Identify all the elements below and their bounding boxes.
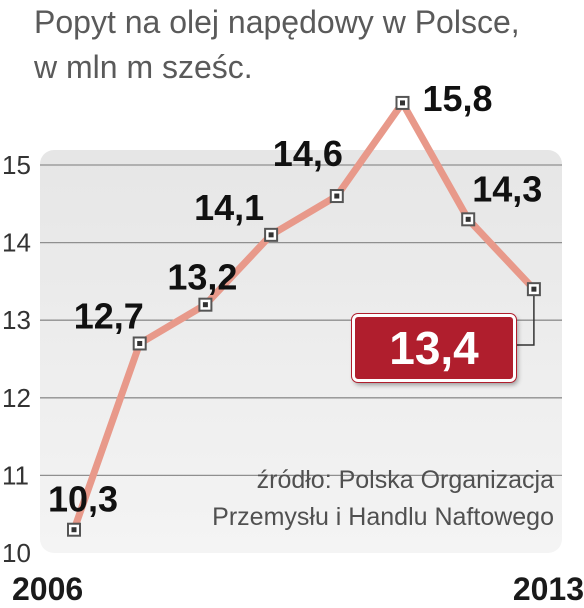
y-tick-label-12: 12 <box>2 383 31 413</box>
y-tick-label-10: 10 <box>2 538 31 568</box>
data-point-core-2011 <box>400 100 405 106</box>
source-line-1: źródło: Polska Organizacja <box>256 466 554 494</box>
data-point-core-2013 <box>531 286 537 292</box>
source-note: źródło: Polska Organizacja Przemysłu i H… <box>212 462 554 536</box>
y-tick-label-14: 14 <box>2 228 31 258</box>
data-label-2008: 13,2 <box>167 257 237 298</box>
y-tick-label-13: 13 <box>2 305 31 335</box>
data-point-core-2006 <box>71 527 77 533</box>
data-point-core-2012 <box>465 216 471 222</box>
x-tick-label-last: 2013 <box>513 571 584 607</box>
data-point-core-2010 <box>334 193 340 199</box>
data-point-core-2008 <box>202 302 208 308</box>
data-label-2012: 14,3 <box>472 168 542 209</box>
callout-leader-line <box>510 295 535 346</box>
data-point-core-2009 <box>268 232 274 238</box>
series-line <box>70 99 538 534</box>
data-label-2011: 15,8 <box>423 78 493 119</box>
source-line-2: Przemysłu i Handlu Naftowego <box>212 503 554 531</box>
chart-title: Popyt na olej napędowy w Polsce, <box>34 4 520 40</box>
highlight-value-badge: 13,4 <box>352 314 516 382</box>
data-point-core-2007 <box>137 340 143 346</box>
x-tick-label-first: 2006 <box>12 571 83 607</box>
y-tick-label-15: 15 <box>2 150 31 180</box>
data-label-2007: 12,7 <box>74 295 144 336</box>
plot-background <box>40 150 562 553</box>
data-label-2006: 10,3 <box>48 479 118 520</box>
y-tick-label-11: 11 <box>2 460 29 490</box>
data-label-2010: 14,6 <box>273 133 343 174</box>
data-label-2009: 14,1 <box>194 187 264 228</box>
chart-subtitle: w mln m sześc. <box>34 49 253 85</box>
